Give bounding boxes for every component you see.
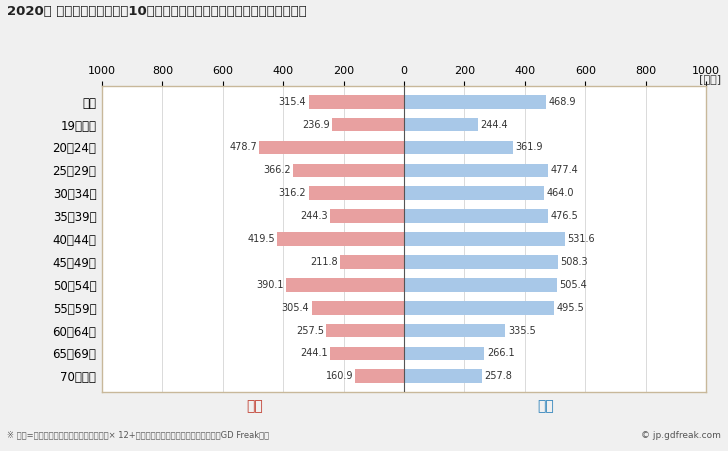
Text: 361.9: 361.9 (516, 143, 543, 152)
Bar (404, 347, 484, 360)
Bar (404, 209, 548, 223)
Bar (309, 186, 404, 200)
Text: 531.6: 531.6 (567, 234, 595, 244)
Text: 335.5: 335.5 (508, 326, 536, 336)
Text: 244.1: 244.1 (300, 349, 328, 359)
Text: 495.5: 495.5 (556, 303, 584, 313)
Text: 390.1: 390.1 (256, 280, 284, 290)
Text: 366.2: 366.2 (264, 166, 291, 175)
Text: 476.5: 476.5 (550, 211, 578, 221)
Text: 468.9: 468.9 (548, 97, 576, 107)
Bar (404, 369, 482, 383)
Text: 女性: 女性 (246, 399, 264, 413)
Text: 316.2: 316.2 (279, 188, 306, 198)
Bar (293, 164, 404, 177)
Bar (404, 232, 565, 246)
Text: 266.1: 266.1 (487, 349, 515, 359)
Text: © jp.gdfreak.com: © jp.gdfreak.com (641, 431, 721, 440)
Bar (404, 95, 546, 109)
Bar (404, 141, 513, 154)
Bar (333, 118, 404, 131)
Bar (286, 278, 404, 292)
Text: 160.9: 160.9 (325, 371, 353, 382)
Text: 236.9: 236.9 (302, 120, 330, 129)
Bar (404, 278, 557, 292)
Text: 244.3: 244.3 (300, 211, 328, 221)
Text: 419.5: 419.5 (248, 234, 275, 244)
Bar (355, 369, 404, 383)
Text: 211.8: 211.8 (310, 257, 338, 267)
Text: [万円]: [万円] (699, 74, 721, 84)
Text: 464.0: 464.0 (547, 188, 574, 198)
Text: 257.5: 257.5 (296, 326, 324, 336)
Bar (340, 255, 404, 269)
Bar (404, 301, 554, 314)
Bar (309, 95, 404, 109)
Bar (404, 324, 505, 337)
Text: ※ 年収=「きまって支給する現金給与額」× 12+「年間賞与その他特別給与額」としてGD Freak推計: ※ 年収=「きまって支給する現金給与額」× 12+「年間賞与その他特別給与額」と… (7, 431, 269, 440)
Bar (312, 301, 404, 314)
Bar (331, 347, 404, 360)
Bar (404, 118, 478, 131)
Bar (404, 164, 548, 177)
Text: 257.8: 257.8 (484, 371, 513, 382)
Text: 477.4: 477.4 (550, 166, 579, 175)
Text: 478.7: 478.7 (229, 143, 257, 152)
Bar (259, 141, 404, 154)
Text: 315.4: 315.4 (279, 97, 306, 107)
Text: 505.4: 505.4 (559, 280, 587, 290)
Bar (404, 255, 558, 269)
Text: 2020年 民間企業（従業者数10人以上）フルタイム労働者の男女別平均年収: 2020年 民間企業（従業者数10人以上）フルタイム労働者の男女別平均年収 (7, 5, 307, 18)
Text: 244.4: 244.4 (480, 120, 508, 129)
Text: 508.3: 508.3 (560, 257, 587, 267)
Bar (277, 232, 404, 246)
Text: 305.4: 305.4 (282, 303, 309, 313)
Bar (326, 324, 404, 337)
Text: 男性: 男性 (537, 399, 555, 413)
Bar (331, 209, 404, 223)
Bar (404, 186, 545, 200)
